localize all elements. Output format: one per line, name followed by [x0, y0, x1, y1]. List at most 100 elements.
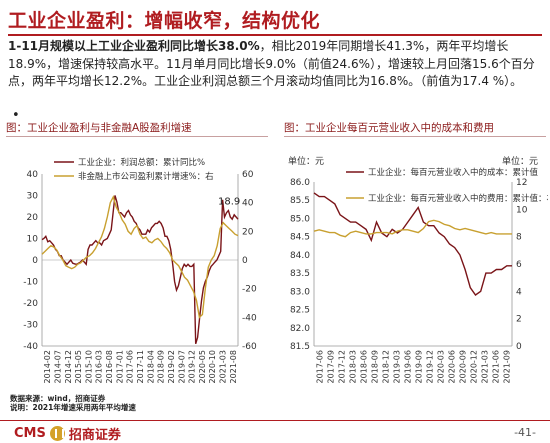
left-chart-xtick-6: 2016-08: [105, 350, 114, 383]
logo-cms-text: CMS: [14, 426, 46, 441]
left-chart-xtick-17: 2021-03: [219, 350, 228, 383]
left-chart-series-line-0: [41, 195, 239, 344]
right-chart-xtick-7: 2019-03: [393, 350, 402, 383]
right-chart-xtick-1: 2017-09: [327, 350, 336, 383]
right-chart-ytick-right-4: 4: [516, 287, 522, 297]
bullet-marker: •: [12, 108, 20, 123]
left-chart-ytick-left-0: 40: [27, 170, 39, 180]
right-chart-xtick-3: 2018-03: [349, 350, 358, 383]
right-chart-xtick-17: 2021-09: [503, 350, 512, 383]
chart-right: 86.0 85.5 85.0 84.5 84.0 83.5 83.0 82.5 82.0 81.5…: [288, 155, 548, 383]
left-chart-legend-label-1: 非金融上市公司盈利累计增速%：右: [78, 171, 214, 182]
right-chart-xtick-5: 2018-09: [371, 350, 380, 383]
left-chart-xtick-16: 2020-10: [208, 350, 217, 383]
page-title: 工业企业盈利：增幅收窄，结构优化: [8, 10, 321, 32]
page-number: -41-: [514, 426, 536, 439]
chart-left-rule: [6, 136, 268, 137]
left-chart-ytick-right-6: -60: [242, 342, 257, 352]
right-chart-xtick-9: 2019-09: [415, 350, 424, 383]
left-chart-xtick-3: 2015-05: [74, 350, 83, 383]
left-chart-xtick-18: 2021-08: [229, 350, 238, 383]
left-chart-xtick-4: 2015-10: [84, 350, 93, 383]
source-note: 数据来源：wind，招商证券: [10, 394, 106, 403]
right-chart-ytick-right-1: 10: [516, 205, 528, 215]
summary-highlight: 1-11月规模以上工业企业盈利同比增长38.0%: [8, 39, 260, 53]
right-chart-ylabel-right: 单位：元: [502, 155, 538, 167]
left-chart-ytick-left-4: 0: [32, 256, 38, 266]
right-chart-ytick-right-0: 12: [516, 178, 527, 188]
left-chart-xtick-10: 2018-04: [146, 350, 155, 383]
left-chart-series-line-1: [41, 195, 239, 319]
right-chart-ytick-left-8: 82.0: [290, 324, 310, 334]
right-chart-xtick-12: 2020-06: [448, 350, 457, 383]
right-chart-ytick-right-2: 8: [516, 233, 522, 243]
left-chart-xtick-1: 2014-07: [53, 350, 62, 383]
left-chart-xtick-13: 2019-07: [177, 350, 186, 383]
left-chart-annotation: 18.9: [218, 197, 240, 208]
right-chart-ytick-right-3: 6: [516, 260, 522, 270]
left-chart-ytick-right-5: -40: [242, 313, 257, 323]
left-chart-ytick-left-7: -30: [23, 321, 38, 331]
explanation-note: 说明：2021年增速采用两年平均增速: [10, 403, 136, 412]
notes: 数据来源：wind，招商证券 说明：2021年增速采用两年平均增速: [10, 394, 136, 412]
summary-paragraph: 1-11月规模以上工业企业盈利同比增长38.0%，相比2019年同期增长41.3…: [8, 38, 546, 91]
left-chart-xtick-14: 2019-12: [188, 350, 197, 383]
left-chart-ytick-right-2: 20: [242, 227, 254, 237]
right-chart-ytick-left-7: 82.5: [290, 306, 310, 316]
right-chart-ylabel-left: 单位：元: [288, 155, 324, 167]
left-chart-ytick-left-3: 10: [27, 235, 39, 245]
left-chart-xtick-5: 2016-03: [95, 350, 104, 383]
chart-left-title: 图：工业企业盈利与非金融A股盈利增速: [6, 122, 192, 134]
right-chart-ytick-left-0: 86.0: [290, 178, 310, 188]
left-chart-ytick-left-8: -40: [23, 342, 38, 352]
chart-left: 40 30 20 10 0 -10 -20 -30 -40 60 40 20 0 -20 -40 -60 201…: [23, 157, 257, 383]
left-chart-xtick-0: 2014-02: [43, 350, 52, 383]
left-chart-ytick-left-6: -20: [23, 299, 38, 309]
left-chart-ytick-left-1: 30: [27, 192, 39, 202]
right-chart-ytick-right-6: 0: [516, 342, 522, 352]
right-chart-xtick-10: 2019-12: [426, 350, 435, 383]
left-chart-xtick-11: 2018-09: [157, 350, 166, 383]
right-chart-series-line-1: [313, 219, 512, 238]
right-chart-legend-label-1: 工业企业：每百元营业收入中的费用：累计值：右: [368, 193, 548, 204]
left-chart-ytick-left-2: 20: [27, 213, 39, 223]
right-chart-xtick-11: 2020-03: [437, 350, 446, 383]
right-chart-ytick-left-4: 84.0: [290, 251, 310, 261]
summary-body: ，相比2019年同期增长41.3%，两年平均增长18.9%，增速保持较高水平。1…: [8, 39, 535, 88]
left-chart-ytick-right-1: 40: [242, 199, 254, 209]
left-chart-ytick-right-4: -20: [242, 285, 257, 295]
left-chart-xtick-7: 2017-01: [115, 350, 124, 383]
left-chart-ytick-right-0: 60: [242, 170, 254, 180]
left-chart-xtick-2: 2014-12: [64, 350, 73, 383]
right-chart-ytick-left-5: 83.5: [290, 269, 310, 279]
right-chart-ytick-left-1: 85.5: [290, 196, 310, 206]
logo-cn-text: 招商证券: [68, 428, 121, 443]
right-chart-series-line-0: [313, 192, 512, 296]
right-chart-xtick-16: 2021-06: [492, 350, 501, 383]
chart-right-rule: [284, 136, 546, 137]
right-chart-xtick-0: 2017-06: [316, 350, 325, 383]
right-chart-ytick-left-6: 83.0: [290, 287, 310, 297]
right-chart-xtick-14: 2020-12: [470, 350, 479, 383]
right-chart-ytick-left-2: 85.0: [290, 214, 310, 224]
right-chart-xtick-6: 2018-12: [382, 350, 391, 383]
right-chart-xtick-15: 2021-03: [481, 350, 490, 383]
right-chart-ytick-left-9: 81.5: [290, 342, 310, 352]
brand-logo: CMS 招商证券: [14, 424, 121, 443]
title-underline: [8, 34, 542, 36]
chart-right-title: 图：工业企业每百元营业收入中的成本和费用: [284, 122, 494, 134]
right-chart-legend-label-0: 工业企业：每百元营业收入中的成本：累计值: [368, 167, 539, 178]
footer-rule: [0, 420, 550, 421]
right-chart-ytick-right-5: 2: [516, 315, 522, 325]
left-chart-xtick-8: 2017-06: [126, 350, 135, 383]
left-chart-xtick-15: 2020-05: [198, 350, 207, 383]
right-chart-xtick-13: 2020-09: [459, 350, 468, 383]
left-chart-ytick-right-3: 0: [242, 256, 248, 266]
logo-badge-icon: [49, 426, 65, 441]
right-chart-xtick-8: 2019-06: [404, 350, 413, 383]
right-chart-ytick-left-3: 84.5: [290, 233, 310, 243]
left-chart-legend-label-0: 工业企业：利润总额：累计同比%: [78, 157, 205, 168]
left-chart-xtick-9: 2017-11: [136, 350, 145, 383]
right-chart-xtick-4: 2018-06: [360, 350, 369, 383]
left-chart-xtick-12: 2019-02: [167, 350, 176, 383]
